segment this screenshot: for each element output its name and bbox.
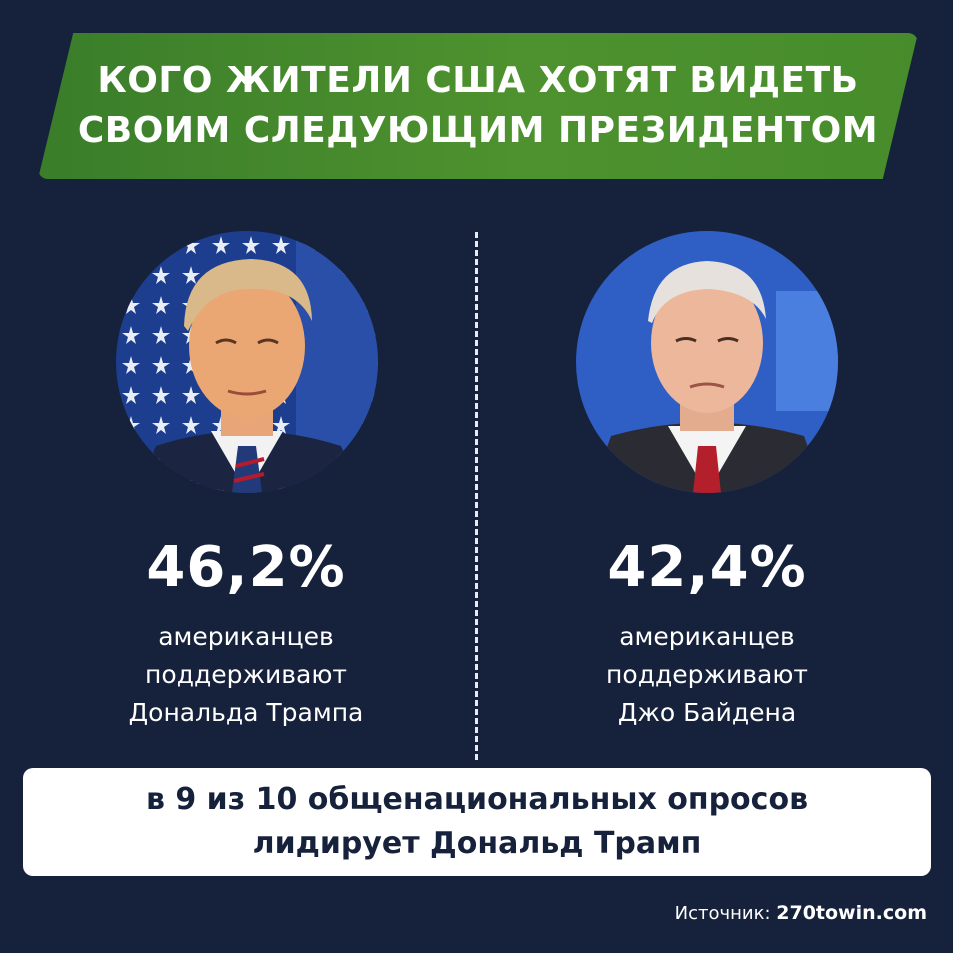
trump-stats: 46,2% американцев поддерживают Дональда … — [66, 532, 426, 732]
trump-desc-line-3: Дональда Трампа — [128, 698, 364, 727]
biden-portrait-icon — [576, 231, 838, 493]
source-label: Источник: — [674, 903, 771, 924]
trump-portrait-icon — [116, 231, 378, 493]
source-credit: Источник: 270towin.com — [675, 902, 927, 924]
summary-box: в 9 из 10 общенациональных опросов лидир… — [23, 768, 931, 876]
trump-percent: 46,2% — [146, 535, 346, 600]
trump-desc-line-2: поддерживают — [145, 660, 347, 689]
dashed-divider — [475, 232, 478, 760]
source-site: 270towin.com — [776, 902, 927, 924]
biden-desc-line-2: поддерживают — [606, 660, 808, 689]
title-line-2: СВОИМ СЛЕДУЮЩИМ ПРЕЗИДЕНТОМ — [77, 110, 879, 151]
biden-desc-line-3: Джо Байдена — [617, 698, 797, 727]
biden-description: американцев поддерживают Джо Байдена — [527, 618, 887, 732]
title-banner: КОГО ЖИТЕЛИ США ХОТЯТ ВИДЕТЬ СВОИМ СЛЕДУ… — [38, 33, 918, 179]
summary-line-2: лидирует Дональд Трамп — [252, 826, 702, 861]
trump-description: американцев поддерживают Дональда Трампа — [66, 618, 426, 732]
title-line-1: КОГО ЖИТЕЛИ США ХОТЯТ ВИДЕТЬ — [97, 60, 859, 101]
biden-stats: 42,4% американцев поддерживают Джо Байде… — [527, 532, 887, 732]
summary-line-1: в 9 из 10 общенациональных опросов — [145, 782, 809, 817]
biden-percent: 42,4% — [607, 535, 807, 600]
trump-desc-line-1: американцев — [158, 622, 334, 651]
biden-desc-line-1: американцев — [619, 622, 795, 651]
